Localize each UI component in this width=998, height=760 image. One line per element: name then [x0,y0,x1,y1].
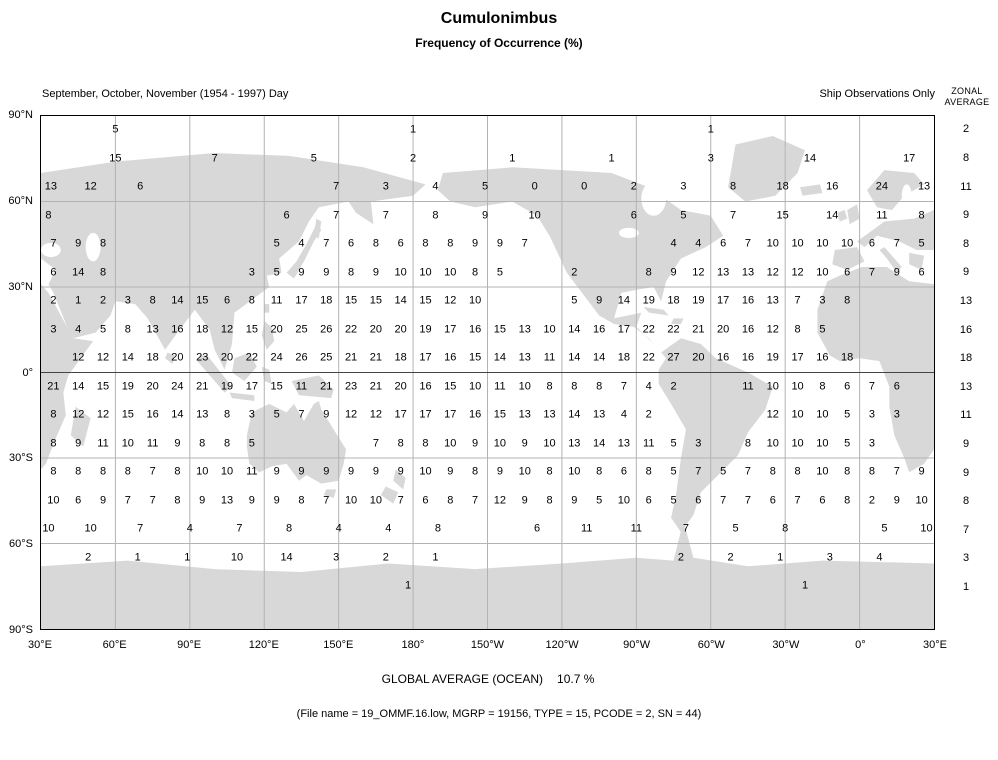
zonal-average-value: 8 [962,495,970,508]
y-tick-label: 30°N [8,280,33,293]
zonal-average-value: 8 [962,151,970,164]
landmass-taiwan [264,304,270,313]
x-tick-label: 120°W [545,639,579,651]
landmass-ireland [837,210,848,222]
x-tick-label: 30°E [28,639,52,651]
zonal-average-value: 13 [959,294,973,307]
zonal-average-value: 8 [962,237,970,250]
zonal-header-line2: AVERAGE [944,97,990,107]
landmass-europe [857,210,934,250]
y-axis-labels: 90°N 60°N 30°N 0° 30°S 60°S 90°S [0,109,36,636]
hudson-bay [641,181,667,216]
zonal-average-value: 16 [959,323,973,336]
great-lakes [618,227,639,238]
x-tick-label: 60°E [102,639,127,651]
landmass-sri-lanka [165,352,175,364]
zonal-average-value: 13 [959,380,973,393]
landmass-balkans [909,252,925,270]
landmass-philippines [261,321,275,350]
chart-title: Cumulonimbus [440,10,558,27]
x-tick-label: 0° [855,639,866,651]
landmass-iberia [832,247,865,270]
landmass-japan [286,224,322,279]
y-tick-label: 90°N [8,109,33,121]
x-tick-label: 180° [401,639,425,651]
y-tick-label: 90°S [9,624,33,636]
graticule [41,116,934,629]
x-tick-label: 30°W [772,639,800,651]
zonal-average-value: 11 [960,409,972,422]
x-tick-label: 30°E [923,639,947,651]
landmass-sumatra [197,355,233,393]
file-caption: (File name = 19_OMMF.16.low, MGRP = 1915… [296,708,702,720]
caspian-sea [85,232,101,262]
zonal-average-value: 11 [960,180,972,193]
landmass-java [229,392,255,401]
zonal-header-line1: ZONAL [951,86,983,96]
x-tick-label: 150°W [470,639,505,651]
landmass-borneo [232,352,257,382]
landmass-eurasia [41,153,426,370]
global-average: GLOBAL AVERAGE (OCEAN) 10.7 % [0,672,976,686]
x-tick-label: 90°E [177,639,202,651]
landmass-south-america [658,338,773,533]
black-sea [41,242,61,258]
zonal-average-value: 9 [962,466,970,479]
landmass-new-zealand-south [380,486,399,504]
global-average-value: 10.7 % [557,672,595,686]
y-tick-label: 0° [22,366,33,379]
landmass-italy [879,247,902,273]
zonal-average-value: 9 [962,209,970,222]
landmass-scandinavia [867,170,925,211]
landmass-iceland [800,184,823,196]
baltic-sea [901,184,912,208]
landmass-new-zealand-north [393,469,406,490]
landmass-sakhalin [313,218,322,239]
zonal-average-value: 1 [962,581,970,594]
zonal-averages-column: 2 8 11 9 8 9 13 16 18 13 11 9 9 8 7 3 1 [940,115,992,630]
landmass-africa-west [817,267,934,473]
zonal-average-value: 9 [962,438,970,451]
season-period-label: September, October, November (1954 - 199… [42,88,289,100]
landmass-tasmania [323,489,337,498]
landmass-north-america [437,167,724,353]
chart-subtitle: Frequency of Occurrence (%) [415,36,583,50]
x-tick-label: 120°E [248,639,279,651]
landmass-madagascar [70,406,91,447]
landmass-africa-east [41,284,94,470]
zonal-average-value: 18 [959,352,973,365]
landmass-britain [847,204,860,225]
landmass-australia [246,401,347,484]
y-tick-label: 60°S [9,538,33,551]
zonal-average-value: 9 [962,266,970,279]
y-tick-label: 30°S [9,452,33,465]
x-tick-label: 150°E [323,639,354,651]
landmass-greenland [728,135,806,202]
x-axis-labels: 30°E 60°E 90°E 120°E 150°E 180° 150°W 120°W 90°W… [28,639,947,655]
zonal-average-value: 2 [962,123,970,136]
x-tick-label: 60°W [697,639,725,651]
zonal-average-header: ZONAL AVERAGE [938,86,996,108]
landmass-new-guinea [291,375,334,399]
y-tick-label: 60°N [8,194,33,207]
landmass-sulawesi [261,366,272,384]
x-tick-label: 90°W [623,639,651,651]
observation-source-label: Ship Observations Only [819,88,935,100]
zonal-average-value: 7 [962,523,970,536]
landmass-cuba [643,306,669,316]
world-map: 5 1 1 15 7 5 2 1 1 3 14 17 13 12 6 7 3 4 5 0 0 2 3 8 18 16 24 13 8 6 7… [40,115,935,630]
zonal-average-value: 3 [962,552,970,565]
global-average-label: GLOBAL AVERAGE (OCEAN) [381,672,544,686]
world-map-svg [41,116,934,629]
landmass-hispaniola [671,318,684,325]
